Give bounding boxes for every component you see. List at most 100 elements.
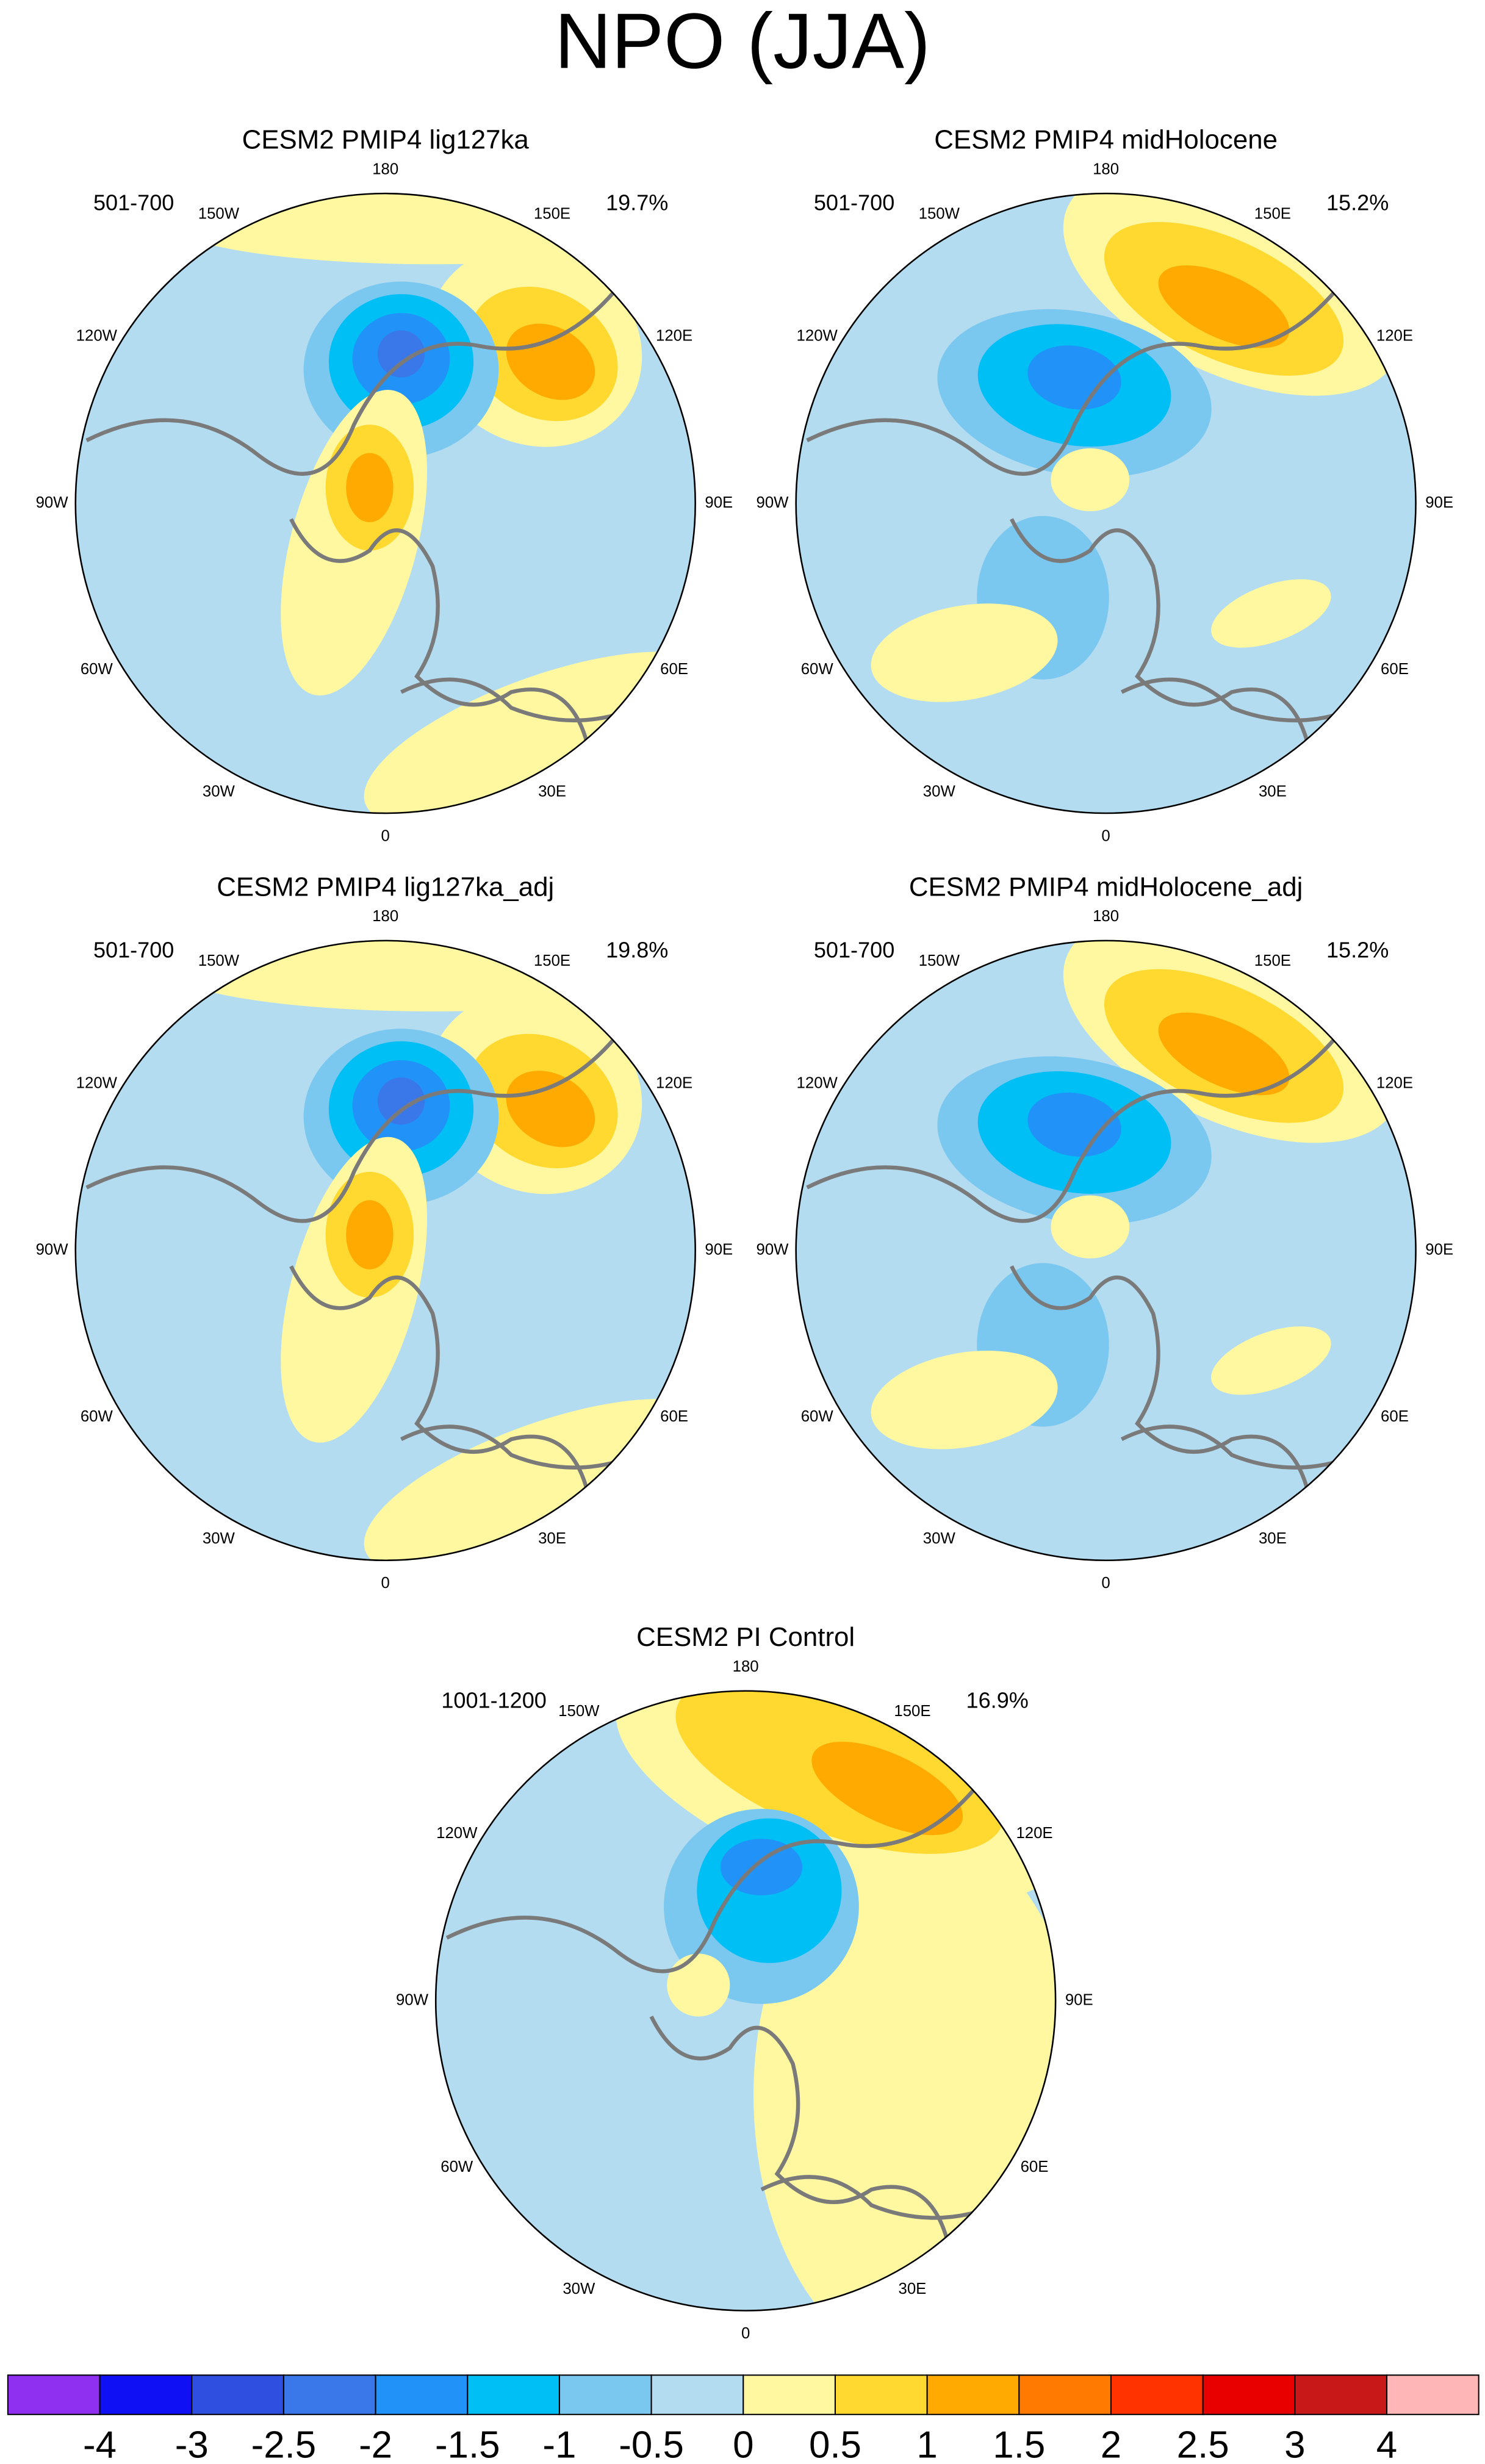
figure-title: NPO (JJA) — [555, 0, 930, 85]
longitude-label: 120W — [76, 328, 118, 345]
field-contour — [1027, 1092, 1121, 1157]
colorbar-label: 3 — [1284, 2424, 1305, 2464]
longitude-label: 0 — [381, 827, 390, 844]
longitude-label: 60E — [1381, 661, 1409, 678]
colorbar-label: -3 — [175, 2424, 209, 2464]
colorbar-label: 2.5 — [1177, 2424, 1229, 2464]
longitude-label: 90W — [36, 1241, 69, 1259]
longitude-label: 30W — [923, 783, 956, 800]
longitude-label: 30W — [923, 1530, 956, 1547]
field-contour — [811, 1742, 963, 1836]
field-contour — [346, 1200, 394, 1270]
map-border — [795, 192, 1417, 814]
longitude-label: 30E — [1259, 1530, 1287, 1547]
field-contour — [1027, 345, 1121, 410]
longitude-label: 120E — [656, 328, 692, 345]
colorbar-box — [467, 2374, 560, 2415]
longitude-label: 120W — [436, 1825, 478, 1842]
map-panel — [75, 193, 696, 814]
longitude-label: 90E — [1425, 494, 1453, 511]
longitude-label: 60W — [81, 1408, 113, 1425]
longitude-label: 120E — [1016, 1825, 1052, 1842]
panel-variance: 19.7% — [606, 190, 668, 215]
longitude-label: 30W — [563, 2280, 595, 2297]
colorbar-box — [1110, 2374, 1204, 2415]
map-panel — [796, 193, 1416, 814]
longitude-label: 150E — [1254, 206, 1291, 223]
colorbar-label: 2 — [1101, 2424, 1121, 2464]
longitude-label: 60E — [1381, 1408, 1409, 1425]
panel-title: CESM2 PMIP4 midHolocene_adj — [909, 872, 1303, 902]
longitude-label: 30W — [203, 783, 236, 800]
map-border — [74, 192, 696, 814]
field-contour — [667, 1953, 730, 2017]
field-contour — [1158, 265, 1290, 348]
longitude-label: 150E — [534, 952, 570, 969]
field-contour — [1051, 1195, 1130, 1259]
panel-period: 1001-1200 — [441, 1687, 547, 1712]
colorbar-box — [1294, 2374, 1388, 2415]
longitude-label: 120E — [656, 1074, 692, 1091]
longitude-label: 90W — [396, 1991, 429, 2008]
longitude-label: 30E — [538, 1530, 566, 1547]
longitude-label: 150W — [919, 206, 960, 223]
panel-title: CESM2 PMIP4 lig127ka — [242, 125, 530, 155]
map-panel — [75, 940, 696, 1561]
colorbar-box — [99, 2374, 193, 2415]
field-contour — [871, 1350, 1058, 1449]
longitude-label: 0 — [1101, 827, 1110, 844]
panel-variance: 19.8% — [606, 937, 668, 962]
colorbar-box — [558, 2374, 652, 2415]
colorbar-label: 1.5 — [993, 2424, 1045, 2464]
map-border — [795, 939, 1417, 1562]
field-contour — [165, 940, 696, 1011]
longitude-label: 120E — [1376, 1074, 1413, 1091]
colorbar-label: -1.5 — [435, 2424, 500, 2464]
longitude-label: 60W — [81, 661, 113, 678]
field-contour — [1051, 448, 1130, 511]
panel-period: 501-700 — [814, 190, 894, 215]
longitude-label: 90W — [756, 494, 789, 511]
panel-period: 501-700 — [93, 190, 174, 215]
panel-title: CESM2 PI Control — [636, 1622, 855, 1652]
longitude-label: 90W — [756, 1241, 789, 1259]
colorbar-label: -0.5 — [619, 2424, 684, 2464]
field-contour — [377, 330, 425, 378]
colorbar-box — [926, 2374, 1020, 2415]
longitude-label: 150E — [894, 1703, 930, 1720]
longitude-label: 180 — [1093, 908, 1119, 925]
colorbar-box — [375, 2374, 469, 2415]
longitude-label: 150W — [558, 1703, 600, 1720]
colorbar-label: -4 — [83, 2424, 117, 2464]
longitude-label: 180 — [1093, 160, 1119, 178]
colorbar-label: 1 — [916, 2424, 937, 2464]
longitude-label: 60W — [801, 661, 834, 678]
field-contour — [165, 193, 696, 265]
map-panel — [436, 1690, 1056, 2311]
longitude-label: 150W — [198, 206, 240, 223]
panel-variance: 15.2% — [1326, 937, 1389, 962]
longitude-label: 30E — [538, 783, 566, 800]
longitude-label: 60W — [440, 2158, 473, 2175]
field-contour — [506, 323, 595, 400]
longitude-label: 30E — [1259, 783, 1287, 800]
longitude-label: 150W — [919, 952, 960, 969]
panel-variance: 16.9% — [966, 1687, 1029, 1712]
field-contour — [1158, 1012, 1290, 1096]
panel-period: 501-700 — [814, 937, 894, 962]
longitude-label: 60W — [801, 1408, 834, 1425]
colorbar-label: 0.5 — [809, 2424, 861, 2464]
colorbar-box — [743, 2374, 836, 2415]
longitude-label: 90E — [705, 494, 733, 511]
longitude-label: 150E — [1254, 952, 1291, 969]
longitude-label: 180 — [372, 908, 398, 925]
longitude-label: 0 — [381, 1575, 390, 1592]
colorbar-box — [7, 2374, 101, 2415]
field-contour — [871, 603, 1058, 702]
longitude-label: 150E — [534, 206, 570, 223]
longitude-label: 60E — [660, 1408, 688, 1425]
colorbar-label: 0 — [733, 2424, 753, 2464]
field-contour — [1211, 579, 1331, 648]
longitude-label: 120W — [797, 1074, 838, 1091]
colorbar-label: -1 — [542, 2424, 576, 2464]
